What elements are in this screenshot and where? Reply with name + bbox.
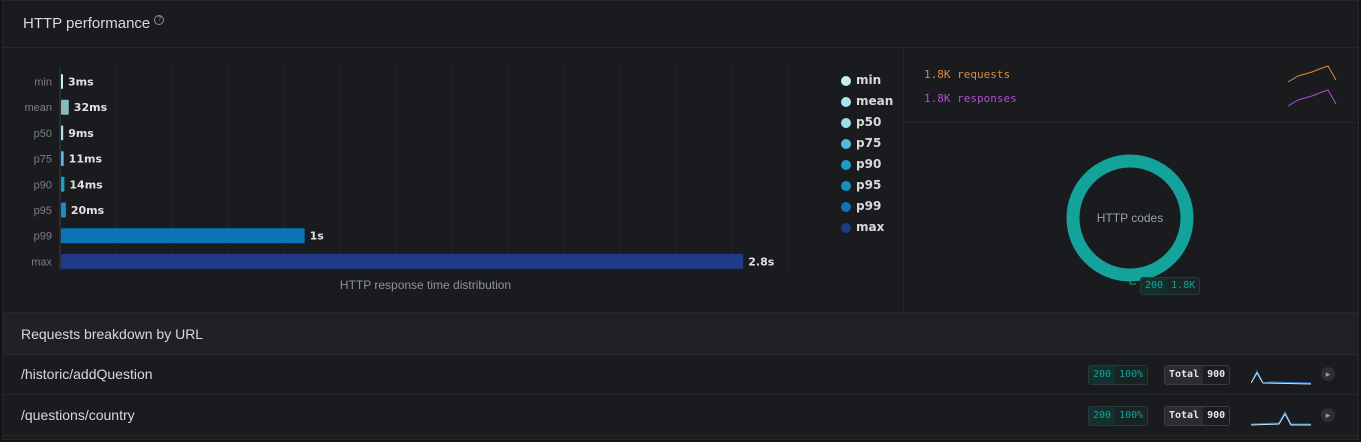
http-codes-section: HTTP codes 200 1.8K: [904, 123, 1356, 311]
legend-dot-icon: [841, 223, 851, 233]
bar-p99[interactable]: [61, 228, 305, 244]
bar-p75[interactable]: [61, 151, 64, 167]
status-badge: 200 100%: [1088, 365, 1149, 385]
responses-count: 1.8K responses: [924, 92, 1017, 105]
request-counts: 1.8K requests 1.8K responses: [904, 48, 1356, 123]
panel-title-text: HTTP performance: [23, 15, 151, 32]
legend-dot-icon: [841, 118, 851, 128]
url-sparkline: [1251, 410, 1311, 426]
panel-header: HTTP performance?: [3, 1, 1358, 48]
chevron-right-icon[interactable]: ▸: [1321, 408, 1335, 422]
legend-label: p95: [856, 178, 882, 192]
y-tick-label: p75: [34, 154, 52, 166]
code-value: 200: [1141, 278, 1168, 294]
legend-label: p75: [856, 136, 882, 150]
y-tick-label: mean: [24, 102, 52, 114]
bar-p50[interactable]: [61, 125, 64, 141]
panel-title: HTTP performance?: [23, 15, 165, 32]
bar-min[interactable]: [61, 74, 63, 89]
requests-sparkline: [1287, 65, 1337, 83]
data-label: 9ms: [68, 127, 94, 140]
total-label: Total: [1165, 407, 1204, 425]
y-tick-label: p95: [34, 205, 52, 217]
code-count: 1.8K: [1167, 278, 1200, 294]
bar-mean[interactable]: [61, 99, 69, 115]
url-sparkline-line-secondary: [1251, 372, 1311, 385]
legend-dot-icon: [841, 139, 851, 149]
requests-count: 1.8K requests: [924, 68, 1010, 81]
chevron-right-icon[interactable]: ▸: [1321, 367, 1335, 381]
y-tick-label: p50: [34, 128, 52, 140]
requests-sparklines: [1287, 65, 1337, 107]
url-sparkline-line-primary: [1251, 410, 1311, 425]
donut-callout-line: [1129, 277, 1136, 285]
data-label: 20ms: [71, 204, 105, 217]
url-sparkline: [1251, 369, 1311, 385]
legend-dot-icon: [841, 202, 851, 212]
total-value: 900: [1203, 366, 1230, 384]
responses-sparkline: [1287, 89, 1337, 107]
y-tick-label: p90: [34, 179, 52, 191]
requests-value: 1.8K: [924, 68, 951, 81]
legend-dot-icon: [841, 97, 851, 107]
help-icon[interactable]: ?: [154, 15, 165, 25]
legend-label: p50: [856, 115, 882, 129]
chart-svg: min 3ms mean 32ms p50 9ms p75 11ms p90 14ms p95 20m…: [24, 68, 789, 270]
legend-dot-icon: [841, 76, 851, 86]
http-codes-center-label: HTTP codes: [1096, 211, 1164, 225]
responses-label: responses: [957, 92, 1017, 105]
url-row[interactable]: /questions/country 200 100% Total 900 ▸: [3, 395, 1358, 436]
bar-max[interactable]: [61, 253, 744, 269]
http-codes-ring[interactable]: [1066, 154, 1194, 282]
responses-value: 1.8K: [924, 92, 951, 105]
legend-label: p99: [856, 199, 882, 213]
status-code: 200: [1089, 366, 1116, 384]
chart-xlabel: HTTP response time distribution: [339, 278, 512, 292]
data-label: 32ms: [74, 101, 108, 114]
legend-label: min: [856, 73, 882, 87]
breakdown-title: Requests breakdown by URL: [21, 326, 204, 342]
status-code: 200: [1089, 407, 1116, 425]
url-path: /questions/country: [21, 407, 135, 423]
url-sparkline-line-secondary: [1251, 412, 1311, 426]
status-percent: 100%: [1115, 366, 1148, 384]
legend-label: mean: [856, 94, 894, 108]
status-percent: 100%: [1115, 407, 1148, 425]
y-tick-label: min: [34, 77, 52, 89]
url-sparkline-line-primary: [1251, 369, 1311, 384]
y-tick-label: max: [31, 256, 52, 268]
url-row[interactable]: /historic/addQuestion 200 100% Total 900 ▸: [3, 354, 1358, 395]
url-path: /historic/addQuestion: [21, 366, 153, 382]
data-label: 2.8s: [748, 255, 774, 268]
bar-p95[interactable]: [61, 202, 66, 218]
response-time-chart: min 3ms mean 32ms p50 9ms p75 11ms p90 14ms p95 20m…: [3, 48, 904, 312]
requests-label: requests: [957, 68, 1011, 81]
total-badge: Total 900: [1164, 365, 1231, 385]
status-badge: 200 100%: [1088, 406, 1149, 426]
legend-label: max: [856, 220, 885, 234]
legend-dot-icon: [841, 181, 851, 191]
breakdown-header: Requests breakdown by URL: [3, 312, 1358, 355]
total-badge: Total 900: [1164, 406, 1231, 426]
legend-label: p90: [856, 157, 882, 171]
data-label: 11ms: [69, 153, 103, 166]
legend-dot-icon: [841, 160, 851, 170]
bar-p90[interactable]: [61, 176, 65, 192]
http-codes-donut: [1066, 154, 1194, 285]
data-label: 3ms: [68, 76, 94, 89]
http-code-badge[interactable]: 200 1.8K: [1140, 277, 1201, 295]
total-value: 900: [1203, 407, 1230, 425]
total-label: Total: [1165, 366, 1204, 384]
data-label: 14ms: [69, 178, 103, 191]
data-label: 1s: [310, 230, 325, 243]
y-tick-label: p99: [34, 231, 52, 243]
